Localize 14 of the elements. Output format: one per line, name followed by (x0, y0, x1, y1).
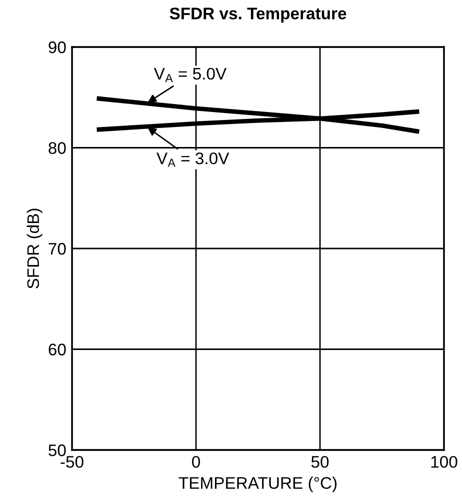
y-tick-label: 60 (48, 344, 66, 356)
series-label: V$_{A}$ = 5.0V (154, 68, 227, 82)
x-tick-label: 100 (431, 456, 458, 468)
x-tick-label: 0 (192, 456, 200, 468)
y-tick-label: 70 (48, 242, 66, 255)
x-tick-label: -50 (60, 456, 84, 468)
legend-label: V$_{A}$ = 3.0V (156, 152, 230, 167)
x-axis-title: TEMPERATURE (°C) (178, 476, 337, 492)
y-tick-label: 50 (48, 444, 66, 456)
y-tick-label: 90 (48, 41, 66, 54)
x-tick-label: 50 (311, 456, 329, 468)
y-axis-title: SFDR (dB) (26, 208, 42, 288)
chart-title: SFDR vs. Temperature (170, 8, 346, 23)
y-tick-label: 80 (48, 142, 66, 154)
